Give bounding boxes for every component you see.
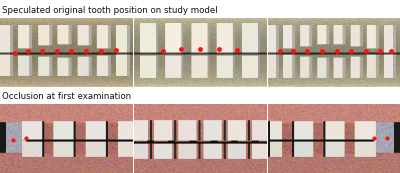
Text: Speculated original tooth position on study model: Speculated original tooth position on st… <box>2 6 218 15</box>
Text: Occlusion at first examination: Occlusion at first examination <box>2 92 131 101</box>
